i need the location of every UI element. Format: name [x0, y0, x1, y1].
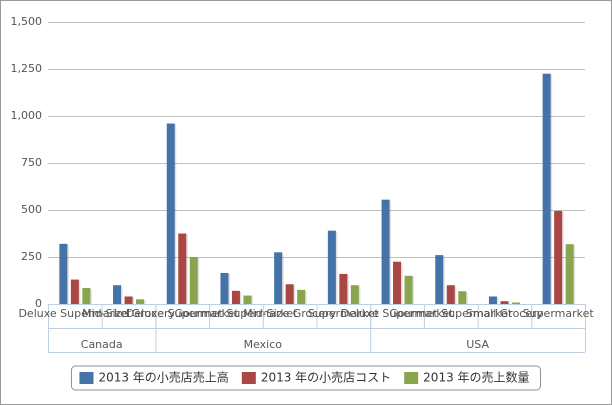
x-tick-label: Deluxe Supermarket: [341, 307, 454, 320]
y-tick-label: 1,250: [11, 62, 43, 75]
bar: [565, 244, 574, 304]
y-tick-label: 250: [21, 250, 42, 263]
x-tick-label: Gourmet Supermarket: [389, 307, 513, 320]
group-label: USA: [466, 338, 489, 351]
legend-label: 2013 年の小売店売上高: [98, 370, 228, 385]
bar: [350, 285, 359, 304]
bar: [220, 272, 229, 304]
x-tick-label: Deluxe Supermarket: [126, 307, 239, 320]
bar: [243, 295, 252, 304]
x-tick-label: Mid-Size Grocery: [243, 307, 336, 320]
bar: [554, 210, 563, 304]
legend-label: 2013 年の売上数量: [423, 370, 529, 385]
bar: [297, 289, 306, 304]
legend-swatch: [241, 372, 256, 384]
bar: [136, 299, 145, 304]
y-tick-label: 1,000: [11, 109, 43, 122]
bar: [488, 296, 497, 304]
bar: [500, 301, 509, 304]
bar: [393, 261, 402, 304]
bar: [458, 291, 467, 304]
bar: [231, 290, 240, 304]
bar: [82, 288, 91, 304]
bar: [435, 255, 444, 304]
y-tick-label: 1,500: [11, 15, 43, 28]
bar: [542, 73, 551, 304]
bar: [511, 302, 520, 304]
legend: 2013 年の小売店売上高 2013 年の小売店コスト 2013 年の売上数量: [70, 365, 542, 391]
bar: [274, 252, 283, 304]
legend-swatch: [404, 372, 419, 384]
x-tick-label: Mid-Size Grocery: [82, 307, 175, 320]
y-tick-label: 500: [21, 203, 42, 216]
bar: [70, 279, 79, 304]
bar: [59, 243, 68, 304]
x-tick-label: Supermarket: [308, 307, 380, 320]
bar: [327, 230, 336, 304]
bar: [166, 123, 175, 305]
group-label: Canada: [81, 338, 123, 351]
x-tick-label: Supermarket: [523, 307, 595, 320]
x-tick-label: Small Grocery: [466, 307, 544, 320]
bar: [178, 233, 187, 304]
legend-box: [70, 365, 542, 391]
bar: [113, 285, 122, 304]
bar: [189, 257, 198, 304]
y-tick-label: 750: [21, 156, 42, 169]
bar: [124, 296, 133, 304]
x-tick-label: Gourmet Supermarket: [174, 307, 298, 320]
legend-label: 2013 年の小売店コスト: [261, 370, 391, 385]
group-label: Mexico: [244, 338, 283, 351]
bar: [404, 275, 413, 304]
x-tick-label: Deluxe Supermarket: [18, 307, 131, 320]
legend-swatch: [79, 372, 94, 384]
bar: [446, 285, 455, 304]
bar: [285, 284, 294, 304]
bar: [339, 273, 348, 304]
bar: [381, 199, 390, 304]
y-tick-label: 0: [35, 297, 42, 310]
